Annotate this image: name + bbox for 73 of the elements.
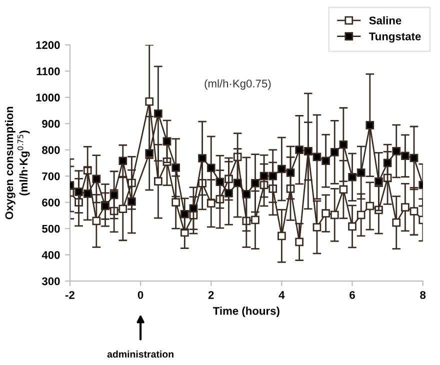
point <box>286 168 295 177</box>
point <box>92 174 101 184</box>
point <box>189 204 198 213</box>
y-tick-label: 800 <box>42 146 60 154</box>
point <box>392 218 401 227</box>
point <box>224 188 233 198</box>
point <box>92 216 101 226</box>
point <box>322 209 330 218</box>
y-tick-label: 500 <box>42 224 60 233</box>
point <box>233 178 242 188</box>
point <box>383 158 392 168</box>
point <box>128 197 136 206</box>
point <box>295 146 304 154</box>
point <box>216 178 224 186</box>
point <box>206 199 216 208</box>
y-tick-label: 900 <box>42 120 60 128</box>
point <box>145 97 154 106</box>
point <box>180 210 189 218</box>
y-tick-label: 600 <box>42 198 60 206</box>
point <box>356 168 366 177</box>
point <box>268 172 278 180</box>
point <box>118 204 128 214</box>
x-tick-label: 4 <box>278 291 285 299</box>
point <box>312 223 322 232</box>
point <box>154 109 162 118</box>
point <box>330 148 339 156</box>
text: administration <box>107 350 174 358</box>
point <box>401 152 410 160</box>
point <box>366 121 374 130</box>
x-axis-title: Time (hours) <box>212 306 280 318</box>
y-tick-label: 300 <box>42 277 60 286</box>
point <box>339 185 348 194</box>
point <box>312 152 322 162</box>
x-tick-label: 8 <box>420 291 426 299</box>
x-tick-label: 0 <box>138 291 144 299</box>
point <box>154 177 162 186</box>
point <box>198 154 206 162</box>
point <box>401 203 410 212</box>
point <box>206 164 216 172</box>
point <box>242 190 251 198</box>
point <box>172 164 180 172</box>
x-tick-label: -2 <box>65 291 74 299</box>
point <box>278 164 286 174</box>
point <box>356 210 366 220</box>
point <box>392 147 401 156</box>
point <box>278 232 286 240</box>
x-tick-label: 6 <box>350 291 355 299</box>
point <box>330 210 339 220</box>
y-tick-label: 1100 <box>36 67 60 76</box>
point <box>322 156 330 166</box>
point <box>251 216 260 224</box>
y-tick-label: 1000 <box>36 94 60 102</box>
point <box>374 177 383 186</box>
y-axis-title: Oxygen consumption (ml/h·Kg$^{0.75}$) <box>4 106 30 220</box>
legend-label: Saline <box>369 16 402 24</box>
point <box>251 179 260 188</box>
point <box>410 154 418 162</box>
point <box>172 198 180 206</box>
y-tick-label: 1200 <box>36 41 60 50</box>
point <box>410 207 418 216</box>
legend-label: Tungstate <box>369 32 421 43</box>
point <box>118 156 128 166</box>
point <box>260 172 268 180</box>
point <box>74 188 83 196</box>
point <box>295 238 304 246</box>
point <box>348 172 356 182</box>
x-tick-label: 2 <box>208 291 214 299</box>
y-tick-label: 700 <box>42 172 60 180</box>
annotation: (ml/h·Kg0.75) <box>204 79 271 90</box>
point <box>339 140 348 149</box>
point <box>348 222 356 231</box>
point <box>366 202 374 210</box>
y-tick-label: 400 <box>42 251 60 259</box>
